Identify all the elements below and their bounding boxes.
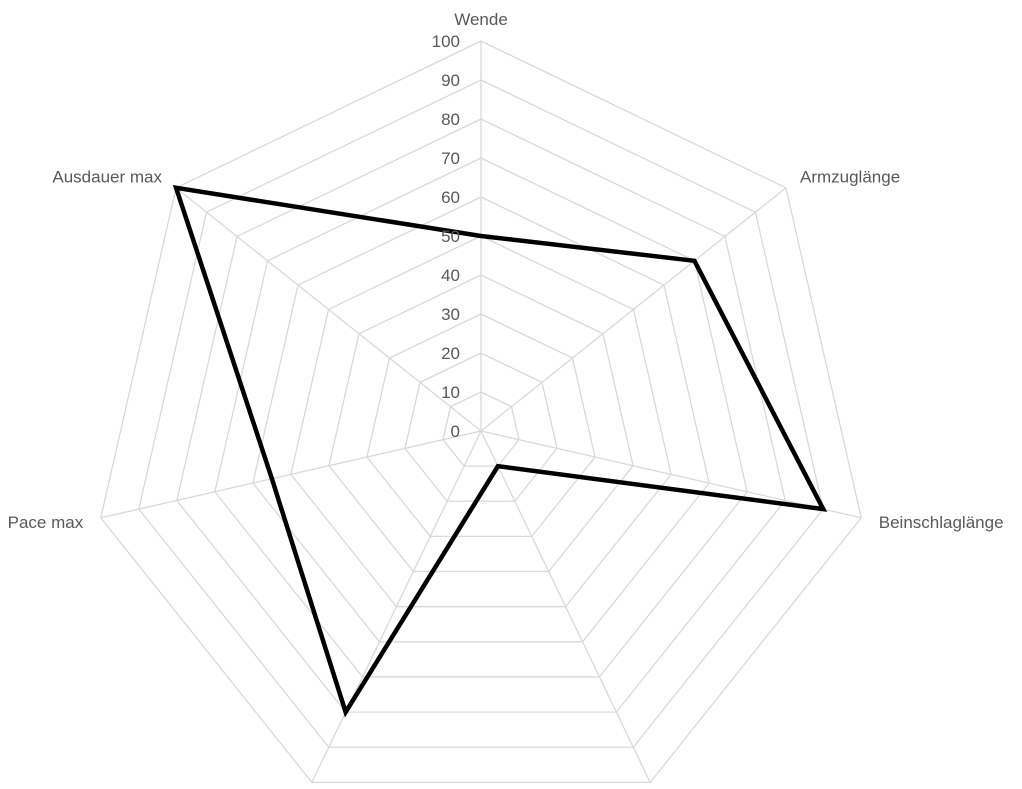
spoke-1 bbox=[480, 187, 787, 432]
grid-ring-2 bbox=[404, 352, 558, 502]
radar-series-layer bbox=[172, 185, 828, 718]
tick-label: 100 bbox=[432, 32, 460, 51]
spoke-6 bbox=[175, 187, 482, 432]
category-label: Armzuglänge bbox=[800, 168, 900, 187]
grid-ring-7 bbox=[214, 157, 748, 678]
category-label: Ausdauer max bbox=[52, 168, 162, 187]
grid-ring-5 bbox=[290, 235, 672, 608]
spoke-5 bbox=[100, 430, 482, 519]
spoke-2 bbox=[480, 430, 862, 519]
tick-label: 40 bbox=[441, 266, 460, 285]
tick-label: 80 bbox=[441, 110, 460, 129]
category-labels: WendeArmzuglängeBeinschlaglängeStartspru… bbox=[8, 10, 1004, 532]
radar-grid bbox=[100, 40, 862, 784]
tick-label: 10 bbox=[441, 383, 460, 402]
grid-ring-9 bbox=[138, 79, 824, 748]
tick-label: 30 bbox=[441, 305, 460, 324]
category-label: Pace max bbox=[8, 513, 84, 532]
tick-label: 90 bbox=[441, 71, 460, 90]
grid-ring-8 bbox=[176, 118, 786, 713]
tick-label: 60 bbox=[441, 188, 460, 207]
grid-ring-3 bbox=[366, 313, 596, 538]
grid-ring-6 bbox=[252, 196, 710, 643]
grid-ring-4 bbox=[328, 274, 634, 573]
grid-ring-1 bbox=[442, 391, 520, 467]
spoke-3 bbox=[480, 430, 651, 783]
series-line-0 bbox=[172, 185, 828, 718]
tick-label: 20 bbox=[441, 344, 460, 363]
tick-label: 0 bbox=[451, 422, 460, 441]
grid-ring-10 bbox=[100, 40, 862, 784]
category-label: Wende bbox=[454, 10, 508, 29]
radial-axis-tick-labels: 0 10 20 30 40 50 60 70 80 90 100 bbox=[432, 32, 460, 441]
tick-label: 50 bbox=[441, 227, 460, 246]
spoke-4 bbox=[311, 430, 482, 783]
tick-label: 70 bbox=[441, 149, 460, 168]
category-label: Beinschlaglänge bbox=[879, 513, 1004, 532]
